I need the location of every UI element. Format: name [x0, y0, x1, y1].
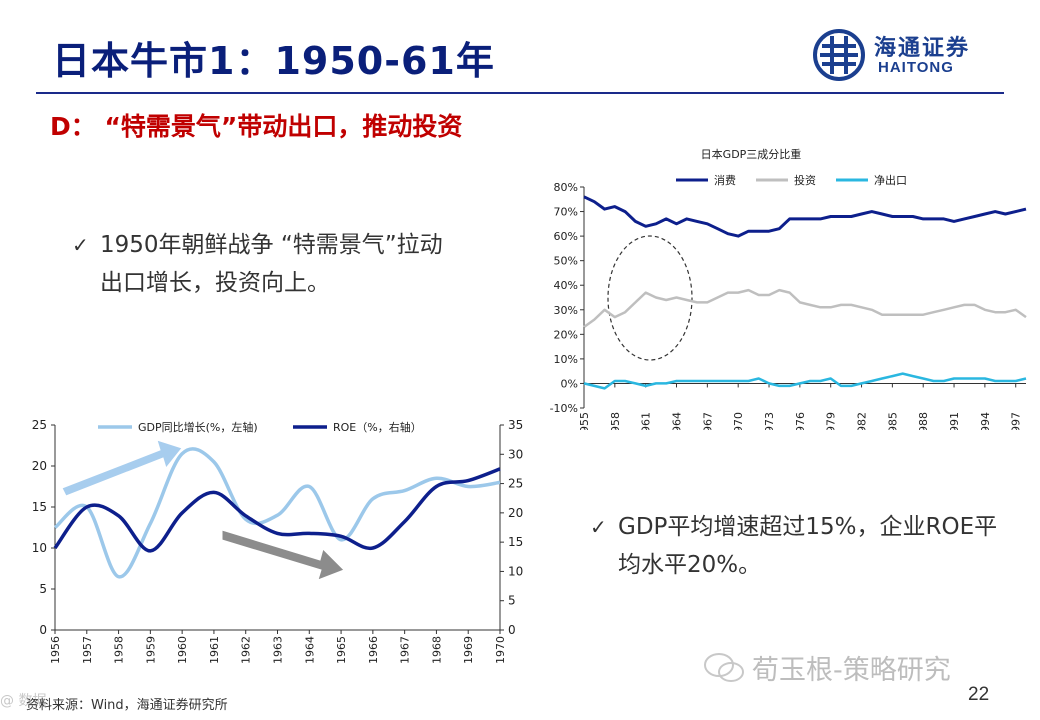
- c1-ytick-label: 50%: [554, 255, 578, 268]
- c2-xtick-label: 1957: [81, 636, 94, 664]
- logo-name: 海通证券: [874, 35, 971, 61]
- c2-xtick-label: 1964: [303, 636, 316, 664]
- c2-xtick-label: 1969: [462, 636, 475, 664]
- c1-xtick-label: 1994: [979, 412, 992, 430]
- c2-ytick-right-label: 25: [508, 477, 523, 491]
- slide-subtitle: D： “特需景气”带动出口，推动投资: [50, 112, 463, 141]
- c2-xtick-label: 1970: [494, 636, 507, 664]
- c1-ytick-label: 10%: [554, 353, 578, 366]
- watermark-small: @ 数据: [0, 693, 47, 709]
- bullet-2: ✓ GDP平均增速超过15%，企业ROE平均水平20%。: [590, 508, 998, 584]
- c2-xtick-label: 1956: [49, 636, 62, 664]
- c1-legend-label: 净出口: [874, 173, 907, 187]
- c1-xtick-label: 1973: [763, 412, 776, 430]
- bullet-2-text: GDP平均增速超过15%，企业ROE平均水平20%。: [618, 514, 998, 578]
- haitong-logo: 海通证券 HAITONG: [812, 28, 1012, 84]
- page-number: 22: [968, 684, 990, 705]
- c1-ytick-label: -10%: [550, 402, 578, 415]
- source-note: 资料来源：Wind，海通证券研究所: [26, 698, 228, 713]
- c1-xtick-label: 1991: [948, 412, 961, 430]
- c2-ytick-right-label: 15: [508, 535, 523, 549]
- c2-xtick-label: 1965: [335, 636, 348, 664]
- c1-xtick-label: 1976: [794, 412, 807, 430]
- title-divider: [36, 92, 1004, 94]
- c2-ytick-right-label: 30: [508, 447, 523, 461]
- down-arrow: [221, 529, 345, 581]
- c1-ytick-label: 40%: [554, 279, 578, 292]
- c2-xtick-label: 1968: [430, 636, 443, 664]
- c1-xtick-label: 1964: [671, 412, 684, 430]
- c1-xtick-label: 1988: [917, 412, 930, 430]
- c2-xtick-label: 1960: [176, 636, 189, 664]
- c2-ytick-left-label: 20: [32, 459, 47, 473]
- c1-ytick-label: 20%: [554, 328, 578, 341]
- c2-series-line: [53, 467, 501, 553]
- c2-xtick-label: 1967: [399, 636, 412, 664]
- c2-series-line: [53, 447, 501, 579]
- wechat-icon: [704, 653, 744, 682]
- c1-series-line: [583, 372, 1027, 390]
- gdp-composition-chart: 日本GDP三成分比重 消费 投资 净出口 -10% 0% 10% 20% 30% 40% 50%…: [550, 147, 1027, 430]
- c1-series-line: [583, 195, 1027, 238]
- check-icon: ✓: [72, 233, 89, 257]
- c1-ytick-label: 30%: [554, 304, 578, 317]
- c2-ytick-right-label: 35: [508, 418, 523, 432]
- c2-ytick-left-label: 10: [32, 541, 47, 555]
- c1-xtick-label: 1979: [825, 412, 838, 430]
- bullet-1: ✓ 1950年朝鲜战争 “特需景气”拉动出口增长，投资向上。: [72, 226, 460, 302]
- c2-xtick-label: 1958: [113, 636, 126, 664]
- slide-title: 日本牛市1：1950-61年: [52, 39, 495, 83]
- check-icon: ✓: [590, 515, 607, 539]
- c2-xtick-label: 1961: [208, 636, 221, 664]
- c1-ytick-label: 60%: [554, 230, 578, 243]
- watermark-text: 荀玉根-策略研究: [752, 655, 951, 686]
- chart1-title: 日本GDP三成分比重: [701, 147, 802, 161]
- c2-ytick-right-label: 0: [508, 623, 516, 637]
- c2-ytick-left-label: 25: [32, 418, 47, 432]
- c2-ytick-left-label: 0: [39, 623, 47, 637]
- c2-xtick-label: 1966: [367, 636, 380, 664]
- c1-ytick-label: 80%: [554, 181, 578, 194]
- logo-english: HAITONG: [878, 59, 954, 76]
- c1-xtick-label: 1997: [1010, 412, 1023, 430]
- c2-xtick-label: 1963: [272, 636, 285, 664]
- c2-ytick-right-label: 20: [508, 506, 523, 520]
- c2-ytick-left-label: 5: [39, 582, 47, 596]
- c1-xtick-label: 1970: [732, 412, 745, 430]
- c1-legend-label: 消费: [714, 173, 736, 187]
- c1-xtick-label: 1955: [578, 412, 591, 430]
- c1-xtick-label: 1958: [609, 412, 622, 430]
- c2-ytick-right-label: 10: [508, 564, 523, 578]
- c1-ytick-label: 70%: [554, 206, 578, 219]
- c1-xtick-label: 1967: [701, 412, 714, 430]
- c2-ytick-left-label: 15: [32, 500, 47, 514]
- c2-legend-label: ROE（%，右轴）: [333, 420, 422, 434]
- gdp-roe-chart: 0 5 10 15 20 25 0 5 10 15 20 25 30 35 1956 1957 1958 1959…: [32, 418, 524, 664]
- highlight-ellipse: [607, 235, 693, 361]
- haitong-logo-icon: [813, 29, 865, 81]
- c1-xtick-label: 1985: [886, 412, 899, 430]
- c1-series-line: [583, 288, 1027, 329]
- c1-xtick-label: 1982: [856, 412, 869, 430]
- c1-xtick-label: 1961: [640, 412, 653, 430]
- c2-legend-label: GDP同比增长(%，左轴): [138, 420, 258, 434]
- c2-xtick-label: 1962: [240, 636, 253, 664]
- c1-legend-label: 投资: [794, 173, 816, 187]
- up-arrow: [61, 439, 183, 497]
- bullet-1-text: 1950年朝鲜战争 “特需景气”拉动出口增长，投资向上。: [100, 232, 443, 296]
- c2-ytick-right-label: 5: [508, 594, 516, 608]
- c1-ytick-label: 0%: [561, 377, 578, 390]
- c2-xtick-label: 1959: [144, 636, 157, 664]
